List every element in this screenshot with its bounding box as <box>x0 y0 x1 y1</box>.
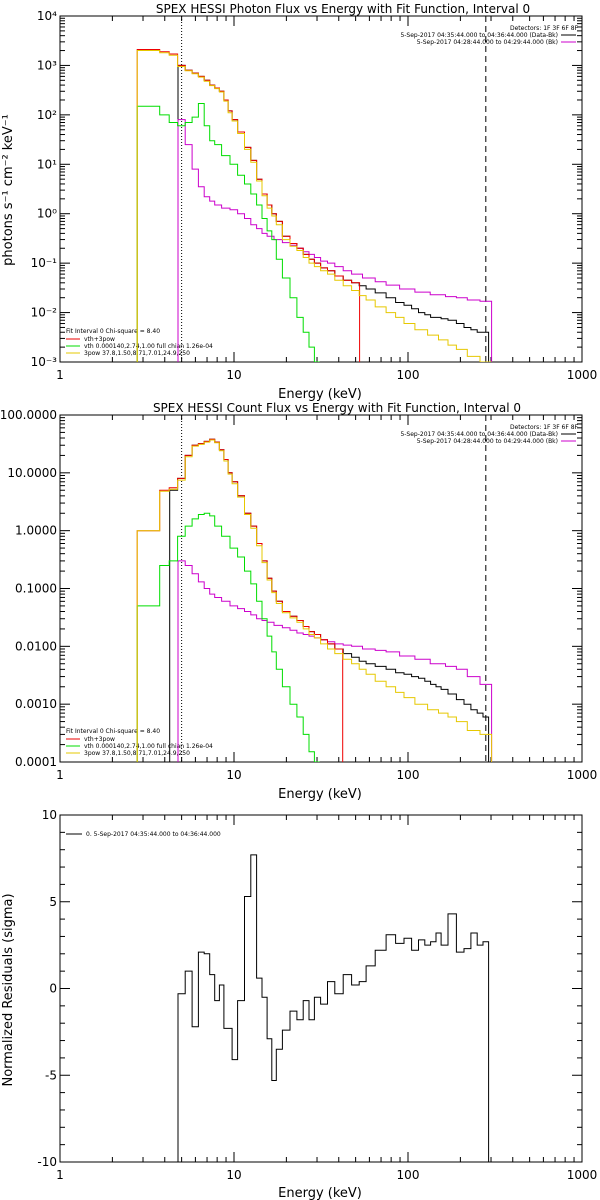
photon-flux-legend-detectors: Detectors: 1F 3F 6F 8F <box>510 25 579 32</box>
count-flux-plot-frame <box>59 414 583 763</box>
photon-flux-y-tick-label: 10⁻¹ <box>31 256 58 270</box>
count-flux-panel: SPEX HESSI Count Flux vs Energy with Fit… <box>0 401 597 802</box>
residuals-legend-entry: 0. 5-Sep-2017 04:35:44.000 to 04:36:44.0… <box>86 831 221 838</box>
count-flux-x-tick-label: 100 <box>397 768 420 782</box>
residuals-y-tick-label: 10 <box>42 808 57 822</box>
residuals-panel: Normalized Residuals (sigma) Energy (keV… <box>1 808 597 1200</box>
count-flux-y-tick-label: 0.0001 <box>15 755 57 769</box>
photon-flux-y-tick-label: 10⁻² <box>31 306 58 320</box>
photon-flux-panel: SPEX HESSI Photon Flux vs Energy with Fi… <box>1 2 597 402</box>
photon-flux-series-3pow <box>136 50 492 362</box>
photon-flux-xlabel: Energy (keV) <box>278 387 362 402</box>
residuals-x-tick-label: 10 <box>226 1168 241 1182</box>
count-flux-series-group <box>136 438 493 762</box>
photon-flux-series-vth-3pow <box>136 49 361 362</box>
photon-flux-series-group <box>136 49 493 362</box>
residuals-x-tick-label: 1000 <box>567 1168 598 1182</box>
count-flux-x-tick-label: 1000 <box>567 768 598 782</box>
count-flux-x-tick-label: 1 <box>56 768 64 782</box>
count-flux-series-vth <box>136 512 320 762</box>
count-flux-legend-vth: vth 0.000140,2.74,1.00 full chian 1.26e-… <box>84 743 213 750</box>
photon-flux-series-vth <box>136 103 320 362</box>
photon-flux-y-tick-label: 10² <box>37 108 57 122</box>
photon-flux-x-tick-label: 1 <box>56 368 64 382</box>
count-flux-legend-bk: 5-Sep-2017 04:28:44.000 to 04:29:44.000 … <box>417 438 558 445</box>
photon-flux-y-tick-label: 10⁴ <box>37 9 57 23</box>
residuals-y-tick-label: 5 <box>49 895 57 909</box>
count-flux-legend-fit: Fit Interval 0 Chi-square = 8.40 <box>66 728 160 735</box>
count-flux-y-tick-label: 0.1000 <box>15 582 57 596</box>
photon-flux-y-tick-label: 10⁰ <box>37 207 57 221</box>
count-flux-y-tick-label: 0.0010 <box>15 697 57 711</box>
photon-flux-legend-fit: Fit Interval 0 Chi-square = 8.40 <box>66 328 160 335</box>
photon-flux-plot-frame <box>59 15 583 363</box>
residuals-x-tick-label: 100 <box>397 1168 420 1182</box>
count-flux-legend-data: 5-Sep-2017 04:35:44.000 to 04:36:44.000 … <box>400 431 558 438</box>
count-flux-xlabel: Energy (keV) <box>278 787 362 802</box>
count-flux-x-tick-label: 10 <box>226 768 241 782</box>
photon-flux-y-tick-label: 10⁻³ <box>31 355 58 369</box>
residuals-series-0-5-sep-2017-04-35-44-000-to-04-36-44-000 <box>177 854 490 1162</box>
residuals-ylabel: Normalized Residuals (sigma) <box>1 893 16 1086</box>
count-flux-y-tick-label: 1.0000 <box>15 524 57 538</box>
residuals-plot-frame <box>59 814 583 1163</box>
residuals-y-tick-label: 0 <box>49 982 57 996</box>
photon-flux-ylabel: photons s⁻¹ cm⁻² keV⁻¹ <box>1 114 16 266</box>
count-flux-title: SPEX HESSI Count Flux vs Energy with Fit… <box>153 401 521 415</box>
residuals-xlabel: Energy (keV) <box>278 1186 362 1200</box>
photon-flux-x-tick-label: 10 <box>226 368 241 382</box>
photon-flux-legend-data: 5-Sep-2017 04:35:44.000 to 04:36:44.000 … <box>400 32 558 39</box>
residuals-x-tick-label: 1 <box>56 1168 64 1182</box>
photon-flux-legend-vth: vth 0.000140,2.74,1.00 full chian 1.26e-… <box>84 343 213 350</box>
count-flux-series-bk <box>177 560 493 762</box>
photon-flux-legend-bk: 5-Sep-2017 04:28:44.000 to 04:29:44.000 … <box>417 39 558 46</box>
photon-flux-y-tick-label: 10³ <box>37 58 57 72</box>
photon-flux-series-data-bk <box>177 64 490 362</box>
photon-flux-title: SPEX HESSI Photon Flux vs Energy with Fi… <box>156 2 530 16</box>
photon-flux-y-tick-label: 10¹ <box>37 157 57 171</box>
count-flux-series-vth-3pow <box>136 438 344 762</box>
count-flux-series-3pow <box>136 439 493 762</box>
count-flux-y-tick-label: 100.0000 <box>0 408 57 422</box>
count-flux-y-tick-label: 0.0100 <box>15 639 57 653</box>
residuals-y-tick-label: -5 <box>45 1068 57 1082</box>
count-flux-legend-vth3pow: vth+3pow <box>84 736 115 743</box>
photon-flux-legend-vth3pow: vth+3pow <box>84 336 115 343</box>
count-flux-legend-detectors: Detectors: 1F 3F 6F 8F <box>510 424 579 431</box>
photon-flux-x-tick-label: 1000 <box>567 368 598 382</box>
count-flux-y-tick-label: 10.0000 <box>7 466 57 480</box>
photon-flux-x-tick-label: 100 <box>397 368 420 382</box>
residuals-y-tick-label: -10 <box>37 1155 57 1169</box>
residuals-series-group <box>177 854 490 1162</box>
